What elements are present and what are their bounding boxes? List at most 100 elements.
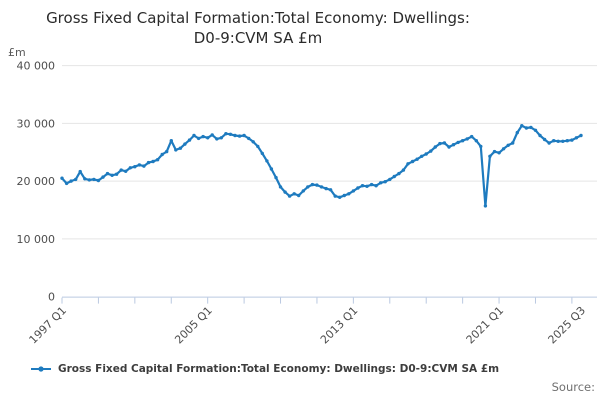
data-point-marker bbox=[524, 126, 529, 130]
data-point-marker bbox=[142, 164, 146, 168]
x-tick-label: 2021 Q1 bbox=[464, 304, 507, 347]
x-tick-label: 2013 Q1 bbox=[318, 304, 361, 347]
data-point-marker bbox=[324, 186, 328, 191]
data-point-marker bbox=[283, 190, 287, 194]
data-point-marker bbox=[547, 141, 551, 145]
data-point-marker bbox=[424, 152, 428, 156]
y-tick-label: 0 bbox=[48, 291, 55, 304]
data-point-marker bbox=[392, 174, 396, 179]
data-point-marker bbox=[383, 180, 387, 184]
data-point-marker bbox=[146, 160, 151, 165]
data-point-marker bbox=[483, 204, 488, 208]
data-point-marker bbox=[538, 133, 542, 138]
data-point-marker bbox=[64, 181, 69, 186]
data-point-marker bbox=[260, 151, 264, 156]
data-point-marker bbox=[442, 141, 447, 145]
data-point-marker bbox=[206, 136, 210, 140]
data-point-marker bbox=[224, 132, 228, 136]
data-point-marker bbox=[561, 139, 565, 143]
data-point-marker bbox=[210, 133, 214, 137]
data-point-marker bbox=[124, 169, 128, 173]
data-point-marker bbox=[128, 166, 132, 170]
data-point-marker bbox=[228, 132, 233, 136]
data-point-marker bbox=[83, 177, 87, 181]
data-point-marker bbox=[165, 149, 169, 154]
x-tick-label: 2025 Q3 bbox=[546, 304, 589, 347]
data-point-marker bbox=[315, 183, 319, 187]
data-point-marker bbox=[347, 192, 351, 196]
data-point-marker bbox=[297, 193, 301, 198]
source-label: Source: bbox=[551, 380, 595, 394]
data-point-marker bbox=[105, 171, 110, 176]
data-point-marker bbox=[570, 138, 574, 142]
data-point-marker bbox=[356, 186, 360, 190]
data-point-marker bbox=[342, 193, 346, 198]
data-point-marker bbox=[178, 146, 183, 150]
data-point-marker bbox=[520, 124, 524, 128]
data-point-marker bbox=[556, 139, 560, 143]
y-tick-label: 40 000 bbox=[17, 60, 56, 73]
data-point-marker bbox=[219, 136, 223, 140]
data-point-marker bbox=[401, 168, 406, 172]
data-point-marker bbox=[369, 182, 374, 187]
data-point-marker bbox=[374, 184, 378, 188]
y-tick-label: 30 000 bbox=[17, 117, 56, 130]
data-point-marker bbox=[379, 181, 383, 185]
data-point-marker bbox=[397, 171, 401, 176]
data-point-marker bbox=[174, 148, 178, 152]
data-point-marker bbox=[192, 133, 196, 138]
data-point-marker bbox=[242, 133, 246, 138]
data-point-marker bbox=[351, 189, 356, 193]
data-point-marker bbox=[233, 133, 237, 138]
data-point-marker bbox=[579, 133, 583, 138]
data-point-marker bbox=[447, 145, 451, 149]
data-point-marker bbox=[137, 163, 142, 167]
data-point-marker bbox=[247, 136, 251, 141]
data-point-marker bbox=[333, 194, 337, 198]
data-point-marker bbox=[492, 149, 497, 154]
data-point-marker bbox=[278, 185, 283, 189]
data-point-marker bbox=[542, 137, 547, 142]
data-point-marker bbox=[114, 172, 119, 176]
data-point-marker bbox=[119, 168, 123, 172]
data-point-marker bbox=[133, 165, 137, 169]
data-point-marker bbox=[69, 179, 73, 183]
data-point-marker bbox=[433, 145, 437, 149]
data-point-marker bbox=[301, 189, 305, 193]
data-point-marker bbox=[196, 136, 201, 141]
data-point-marker bbox=[96, 178, 101, 183]
data-point-marker bbox=[460, 139, 465, 143]
data-point-marker bbox=[388, 177, 392, 182]
data-point-marker bbox=[269, 167, 274, 171]
data-point-marker bbox=[155, 158, 160, 162]
data-point-marker bbox=[338, 195, 342, 199]
data-point-marker bbox=[438, 141, 442, 146]
data-point-marker bbox=[328, 188, 333, 192]
data-point-marker bbox=[429, 149, 433, 153]
data-point-marker bbox=[310, 182, 315, 187]
data-point-marker bbox=[87, 178, 92, 182]
data-point-marker bbox=[415, 157, 419, 161]
data-point-marker bbox=[470, 134, 474, 139]
y-tick-label: 20 000 bbox=[17, 175, 56, 188]
y-tick-label: 10 000 bbox=[17, 233, 56, 246]
data-point-marker bbox=[410, 159, 415, 164]
data-point-marker bbox=[306, 185, 310, 189]
legend-line-marker-icon bbox=[31, 366, 51, 372]
y-axis-unit-label: £m bbox=[8, 46, 26, 59]
data-point-marker bbox=[265, 159, 269, 163]
data-point-marker bbox=[287, 194, 292, 198]
data-point-marker bbox=[78, 169, 82, 174]
data-point-marker bbox=[183, 142, 187, 146]
data-point-marker bbox=[256, 144, 260, 149]
data-point-marker bbox=[60, 176, 64, 180]
data-point-marker bbox=[74, 177, 78, 182]
data-point-marker bbox=[251, 140, 255, 144]
legend-item[interactable]: Gross Fixed Capital Formation:Total Econ… bbox=[30, 363, 499, 375]
data-point-marker bbox=[215, 137, 219, 141]
data-point-marker bbox=[501, 147, 506, 151]
data-point-marker bbox=[406, 162, 410, 166]
data-point-marker bbox=[474, 139, 478, 143]
